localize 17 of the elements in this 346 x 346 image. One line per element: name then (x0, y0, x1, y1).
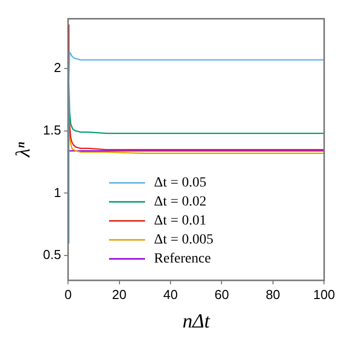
x-tick-label: 40 (163, 286, 178, 302)
legend-label: Reference (154, 252, 211, 267)
x-tick-label: 100 (313, 286, 336, 302)
legend-label: Δt = 0.02 (154, 194, 206, 210)
legend-label: Δt = 0.05 (154, 176, 206, 191)
y-tick-label: 1.5 (42, 122, 62, 138)
legend-label: Δt = 0.005 (154, 232, 214, 248)
legend-label: Δt = 0.01 (154, 214, 206, 229)
y-axis-title: λⁿ (12, 141, 34, 158)
x-tick-label: 20 (112, 286, 127, 302)
x-axis-title: nΔt (182, 310, 210, 332)
x-tick-label: 60 (214, 286, 229, 302)
y-tick-label: 1 (54, 184, 62, 200)
y-tick-label: 0.5 (42, 247, 62, 262)
x-tick-label: 80 (266, 286, 280, 302)
x-tick-label: 0 (64, 286, 72, 302)
y-tick-label: 2 (54, 60, 62, 76)
